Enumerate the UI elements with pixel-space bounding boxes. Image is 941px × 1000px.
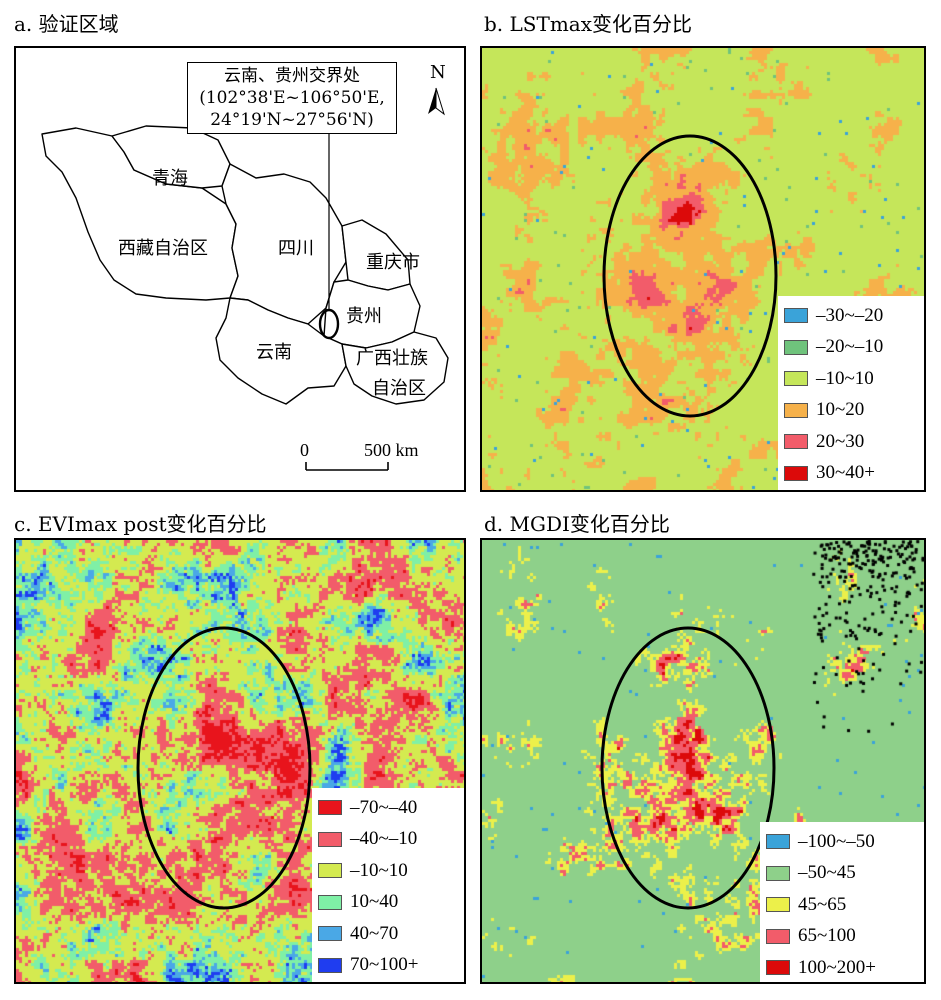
china-southwest-outline-map	[41, 87, 449, 471]
region-label-xizang: 西藏自治区	[118, 238, 208, 259]
legend-label: –30~–20	[816, 304, 884, 326]
legend-label: 100~200+	[798, 956, 876, 978]
region-label-chongqing: 重庆市	[366, 252, 420, 273]
legend-item: –70~–40	[318, 792, 458, 824]
legend-swatch	[766, 897, 790, 913]
panel-a-frame: 云南、贵州交界处 (102°38'E~106°50'E, 24°19'N~27°…	[14, 46, 466, 492]
legend-swatch	[784, 402, 808, 418]
legend-label: –50~45	[798, 862, 856, 884]
legend-swatch	[784, 465, 808, 481]
legend-item: 40~70	[318, 918, 458, 950]
callout-line-2: (102°38'E~106°50'E,	[199, 88, 385, 108]
scale-zero-label: 0	[300, 440, 309, 460]
legend-swatch	[318, 831, 342, 847]
panel-b-legend: –30~–20 –20~–10 –10~10 10~20 20~30 30~40+	[778, 296, 924, 490]
legend-swatch	[784, 371, 808, 387]
legend-item: 30~40+	[784, 458, 918, 490]
panel-b-title: b. LSTmax变化百分比	[484, 12, 693, 36]
region-label-guangxi-1: 广西壮族	[356, 348, 428, 369]
legend-item: –10~10	[318, 855, 458, 887]
legend-label: 45~65	[798, 893, 847, 915]
panel-b-map: –30~–20 –20~–10 –10~10 10~20 20~30 30~40+	[480, 46, 926, 492]
scale-distance-label: 500 km	[364, 440, 419, 460]
legend-label: –20~–10	[816, 336, 884, 358]
north-label: N	[430, 62, 446, 83]
legend-swatch	[318, 894, 342, 910]
region-label-sichuan: 四川	[278, 238, 314, 259]
legend-item: –10~10	[784, 363, 918, 395]
panel-d-legend: –100~–50 –50~45 45~65 65~100 100~200+	[760, 822, 924, 982]
legend-item: 20~30	[784, 426, 918, 458]
legend-label: –10~10	[816, 367, 874, 389]
north-arrow-icon	[428, 87, 445, 116]
legend-swatch	[784, 434, 808, 450]
panel-c-title: c. EVImax post变化百分比	[14, 512, 267, 536]
panel-c-legend: –70~–40 –40~–10 –10~10 10~40 40~70 70~100+	[312, 788, 464, 982]
legend-label: –40~–10	[350, 828, 418, 850]
region-label-qinghai: 青海	[152, 168, 188, 189]
legend-swatch	[318, 863, 342, 879]
legend-item: –30~–20	[784, 300, 918, 332]
panel-d-title: d. MGDI变化百分比	[484, 512, 670, 536]
legend-swatch	[766, 834, 790, 850]
legend-label: 10~40	[350, 891, 399, 913]
legend-label: 30~40+	[816, 462, 875, 484]
legend-item: –20~–10	[784, 332, 918, 364]
legend-swatch	[318, 957, 342, 973]
region-label-guangxi-2: 自治区	[372, 378, 426, 399]
callout-line-1: 云南、贵州交界处	[224, 66, 360, 86]
legend-item: –40~–10	[318, 824, 458, 856]
panel-c-map: –70~–40 –40~–10 –10~10 10~40 40~70 70~100+	[14, 538, 466, 984]
legend-swatch	[318, 926, 342, 942]
legend-swatch	[766, 960, 790, 976]
legend-label: –100~–50	[798, 830, 875, 852]
legend-swatch	[766, 928, 790, 944]
legend-label: 10~20	[816, 399, 865, 421]
panel-a-title: a. 验证区域	[14, 12, 119, 36]
region-label-yunnan: 云南	[256, 342, 292, 363]
legend-item: –100~–50	[766, 826, 918, 858]
legend-label: 20~30	[816, 430, 865, 452]
panel-d-map: –100~–50 –50~45 45~65 65~100 100~200+	[480, 538, 926, 984]
legend-label: 65~100	[798, 925, 856, 947]
legend-item: 100~200+	[766, 952, 918, 982]
legend-label: 40~70	[350, 922, 399, 944]
legend-item: 10~20	[784, 395, 918, 427]
region-label-guizhou: 贵州	[346, 306, 382, 327]
legend-item: 70~100+	[318, 950, 458, 982]
legend-swatch	[766, 865, 790, 881]
legend-label: –10~10	[350, 859, 408, 881]
yunnan-region	[215, 297, 347, 405]
validation-area-ellipse	[318, 308, 340, 340]
legend-item: –50~45	[766, 858, 918, 890]
legend-item: 65~100	[766, 921, 918, 953]
validation-area-callout: 云南、贵州交界处 (102°38'E~106°50'E, 24°19'N~27°…	[187, 62, 397, 134]
scale-bar	[305, 462, 389, 471]
legend-swatch	[318, 800, 342, 816]
guangxi-region	[341, 331, 449, 405]
callout-line-3: 24°19'N~27°56'N)	[210, 110, 374, 130]
legend-swatch	[784, 339, 808, 355]
legend-item: 10~40	[318, 887, 458, 919]
legend-swatch	[784, 308, 808, 324]
legend-label: –70~–40	[350, 796, 418, 818]
legend-item: 45~65	[766, 889, 918, 921]
legend-label: 70~100+	[350, 954, 419, 976]
